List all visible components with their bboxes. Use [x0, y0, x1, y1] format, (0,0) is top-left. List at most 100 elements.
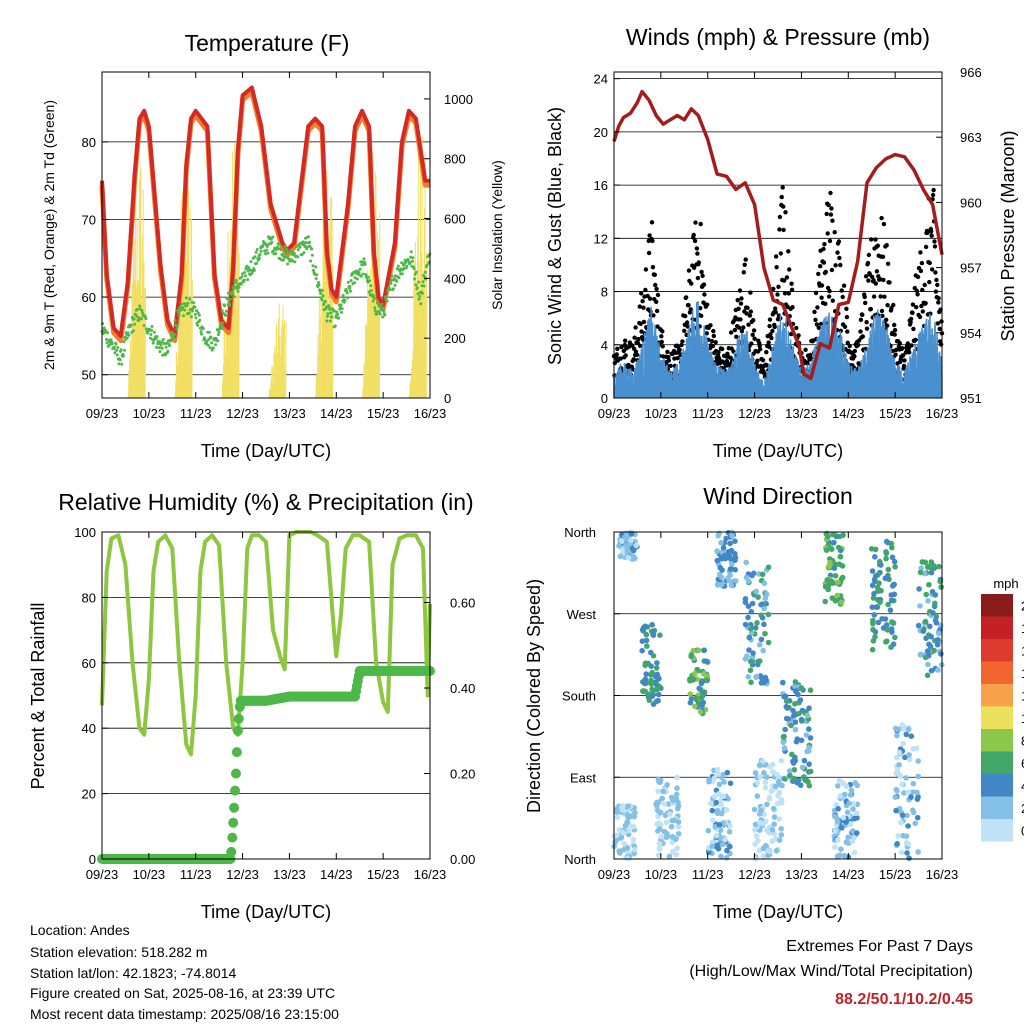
dewpoint-point	[369, 284, 373, 288]
dewpoint-point	[255, 261, 259, 265]
direction-point	[853, 810, 860, 816]
direction-point	[834, 837, 841, 843]
direction-point	[834, 819, 841, 825]
direction-point	[696, 685, 702, 692]
gust-point	[745, 305, 750, 310]
dewpoint-point	[286, 250, 290, 254]
gust-point	[826, 202, 831, 208]
direction-point	[727, 822, 733, 829]
direction-point	[617, 553, 624, 560]
gust-point	[639, 329, 644, 334]
direction-point	[888, 540, 895, 547]
direction-point	[643, 631, 650, 638]
gust-point	[873, 237, 878, 242]
x-tick-label: 11/23	[692, 406, 724, 421]
dewpoint-point	[336, 313, 340, 316]
dewpoint-point	[425, 263, 429, 267]
direction-y-label: Direction (Colored By Speed)	[524, 579, 544, 813]
dewpoint-point	[271, 235, 275, 239]
direction-point	[764, 774, 770, 780]
direction-point	[902, 754, 908, 761]
x-tick-label: 10/23	[645, 406, 678, 421]
x-tick-label: 14/23	[832, 406, 865, 421]
dewpoint-point	[355, 277, 359, 281]
extremes-title: Extremes For Past 7 Days	[786, 938, 973, 955]
dewpoint-point	[362, 257, 366, 261]
direction-point	[917, 569, 924, 576]
gust-point	[702, 292, 707, 297]
dewpoint-point	[161, 338, 165, 341]
dewpoint-point	[265, 245, 269, 248]
dewpoint-point	[257, 257, 261, 261]
winds-ticks: 0 4 8 12 16 20 24 951 954 957 960 963 966 09/23 10/23 1…	[594, 65, 982, 421]
direction-point	[747, 658, 754, 665]
dewpoint-point	[220, 325, 224, 329]
dewpoint-point	[340, 310, 343, 314]
direction-point	[845, 834, 851, 840]
direction-point	[927, 623, 933, 630]
gust-point	[919, 303, 924, 309]
direction-point	[760, 853, 767, 859]
dewpoint-point	[382, 309, 386, 313]
direction-point	[661, 828, 668, 835]
gust-point	[930, 192, 936, 198]
direction-point	[699, 678, 705, 685]
direction-point	[664, 782, 670, 788]
y-tick-label: 100	[74, 525, 96, 540]
direction-point	[665, 801, 672, 807]
direction-point	[687, 699, 694, 706]
legend-swatch	[981, 706, 1013, 729]
direction-point	[792, 719, 799, 725]
gust-point	[643, 287, 648, 293]
dewpoint-point	[132, 317, 136, 321]
direction-point	[895, 833, 901, 839]
pressure-y2-label: Station Pressure (Maroon)	[998, 130, 1018, 341]
gust-point	[915, 274, 921, 280]
dewpoint-point	[233, 285, 237, 289]
dewpoint-point	[231, 290, 234, 294]
dewpoint-point	[246, 278, 250, 282]
direction-point	[642, 688, 649, 695]
direction-point	[671, 817, 678, 824]
dewpoint-point	[266, 251, 270, 255]
direction-point	[759, 571, 766, 578]
direction-point	[903, 833, 910, 839]
direction-point	[889, 554, 896, 561]
y2-tick-label: 1000	[444, 92, 473, 107]
direction-point	[748, 679, 754, 686]
dewpoint-point	[326, 312, 330, 316]
gust-point	[874, 269, 880, 274]
gust-point	[772, 324, 777, 330]
gust-point	[833, 263, 838, 268]
extremes-values: 88.2/50.1/10.2/0.45	[835, 991, 973, 1008]
dewpoint-point	[367, 290, 371, 294]
direction-point	[789, 751, 795, 758]
direction-point	[790, 707, 796, 714]
dewpoint-point	[379, 305, 383, 309]
direction-point	[630, 836, 637, 843]
gust-point	[835, 250, 840, 255]
direction-point	[752, 625, 759, 631]
direction-point	[625, 803, 631, 809]
humidity-line	[100, 530, 432, 757]
dewpoint-point	[125, 336, 129, 340]
direction-point	[757, 819, 763, 826]
x-tick-label: 14/23	[320, 867, 353, 882]
direction-point	[807, 687, 814, 693]
dewpoint-point	[373, 306, 377, 310]
dewpoint-point	[181, 306, 185, 309]
gust-point	[748, 290, 753, 295]
gust-point	[666, 355, 671, 360]
direction-point	[798, 737, 805, 744]
y-tick-label: 0	[89, 852, 96, 867]
y-tick-label: 0	[601, 391, 608, 406]
direction-point	[876, 580, 882, 586]
dewpoint-point	[325, 319, 329, 323]
gust-point	[773, 254, 779, 259]
dewpoint-point	[122, 340, 126, 344]
direction-point	[742, 621, 749, 628]
gust-point	[878, 294, 883, 299]
direction-point	[655, 788, 661, 794]
gust-point	[862, 294, 867, 300]
gust-point	[858, 317, 864, 322]
